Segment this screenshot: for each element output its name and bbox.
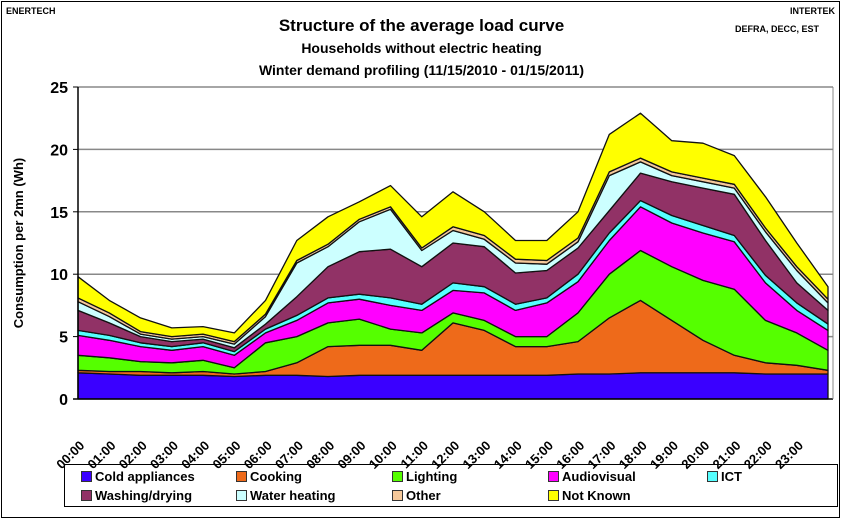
chart-subtitle-period: Winter demand profiling (11/15/2010 - 01… bbox=[258, 62, 585, 78]
legend-label: ICT bbox=[721, 469, 742, 484]
legend-swatch bbox=[548, 490, 559, 501]
legend-item-cold-appliances: Cold appliances bbox=[81, 469, 195, 484]
legend-item-ict: ICT bbox=[707, 469, 742, 484]
legend-swatch bbox=[81, 471, 92, 482]
y-tick-label: 5 bbox=[59, 330, 68, 347]
legend-label: Washing/drying bbox=[95, 488, 193, 503]
intertek-label: INTERTEK bbox=[790, 6, 835, 16]
area-not-known bbox=[77, 112, 829, 343]
y-tick-label: 15 bbox=[50, 205, 68, 222]
legend-item-other: Other bbox=[392, 488, 441, 503]
legend-swatch bbox=[548, 471, 559, 482]
legend-label: Audiovisual bbox=[562, 469, 636, 484]
y-tick-label: 10 bbox=[50, 267, 68, 284]
y-tick-label: 20 bbox=[50, 142, 68, 159]
legend-label: Lighting bbox=[406, 469, 458, 484]
legend-item-audiovisual: Audiovisual bbox=[548, 469, 636, 484]
legend-label: Not Known bbox=[562, 488, 631, 503]
legend-swatch bbox=[392, 490, 403, 501]
legend-item-cooking: Cooking bbox=[236, 469, 302, 484]
legend-label: Water heating bbox=[250, 488, 336, 503]
enertech-label: ENERTECH bbox=[6, 6, 56, 16]
area-layers bbox=[77, 112, 829, 400]
legend-swatch bbox=[392, 471, 403, 482]
legend-label: Other bbox=[406, 488, 441, 503]
legend-item-lighting: Lighting bbox=[392, 469, 457, 484]
legend-swatch bbox=[81, 490, 92, 501]
chart-title: Structure of the average load curve bbox=[278, 16, 565, 35]
legend-item-not-known: Not Known bbox=[548, 488, 631, 503]
legend-swatch bbox=[236, 471, 247, 482]
legend-label: Cooking bbox=[250, 469, 302, 484]
y-tick-label: 25 bbox=[50, 80, 68, 97]
legend-label: Cold appliances bbox=[95, 469, 195, 484]
area-cold-appliances bbox=[77, 372, 829, 400]
y-axis-label: Consumption per 2mn (Wh) bbox=[11, 158, 26, 328]
legend: Cold appliances Cooking Lighting Audiovisua… bbox=[64, 464, 838, 507]
legend-swatch bbox=[236, 490, 247, 501]
sponsors-label: DEFRA, DECC, EST bbox=[734, 24, 819, 34]
chart-subtitle: Households without electric heating bbox=[301, 40, 542, 56]
legend-item-water-heating: Water heating bbox=[236, 488, 335, 503]
legend-item-washing-drying: Washing/drying bbox=[81, 488, 192, 503]
legend-swatch bbox=[707, 471, 718, 482]
y-tick-label: 0 bbox=[59, 392, 68, 409]
